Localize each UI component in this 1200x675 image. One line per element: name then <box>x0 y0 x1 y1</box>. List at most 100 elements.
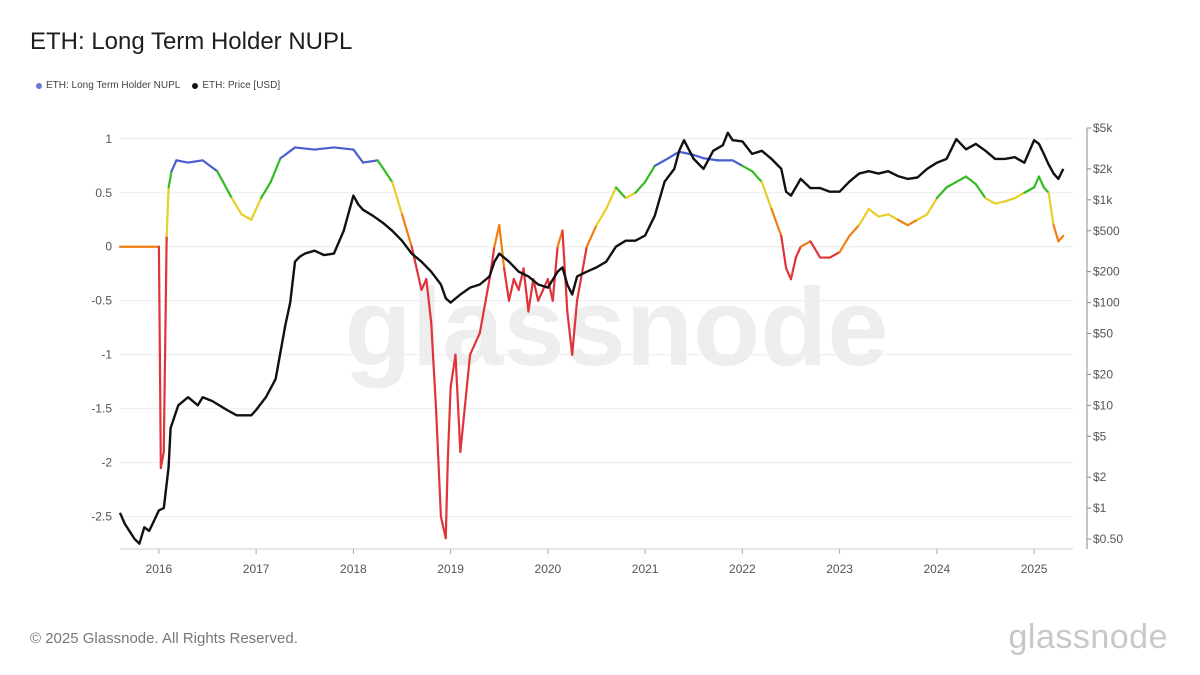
nupl-segment <box>454 353 462 453</box>
nupl-segment <box>444 461 449 540</box>
x-tick-label: 2017 <box>243 562 270 576</box>
nupl-segment <box>259 180 272 200</box>
nupl-segment <box>799 240 812 248</box>
nupl-segment <box>186 159 204 164</box>
nupl-segment <box>498 224 506 270</box>
nupl-segment <box>425 278 433 324</box>
nupl-segment <box>955 175 968 184</box>
right-tick-label: $200 <box>1093 265 1120 279</box>
nupl-segment <box>945 180 958 189</box>
nupl-segment <box>175 159 190 164</box>
x-tick-label: 2020 <box>535 562 562 576</box>
x-tick-label: 2024 <box>924 562 951 576</box>
nupl-segment <box>165 186 170 238</box>
right-tick-label: $10 <box>1093 398 1113 412</box>
nupl-segment <box>1042 186 1050 194</box>
nupl-segment <box>974 183 987 200</box>
nupl-segment <box>595 207 608 227</box>
nupl-segment <box>566 310 574 356</box>
price-line <box>118 131 1065 545</box>
nupl-segment <box>468 332 481 356</box>
nupl-segment <box>376 159 394 184</box>
nupl-segment <box>410 245 418 270</box>
nupl-segment <box>828 251 841 259</box>
nupl-segment <box>400 213 408 232</box>
nupl-segment <box>1023 186 1036 194</box>
nupl-segment <box>240 213 253 221</box>
nupl-segment <box>159 450 165 470</box>
left-tick-label: -2.5 <box>91 510 112 524</box>
nupl-segment <box>838 234 851 254</box>
nupl-segment <box>332 146 355 151</box>
nupl-segment <box>216 170 233 200</box>
right-tick-label: $1 <box>1093 501 1107 515</box>
nupl-segment <box>517 267 525 292</box>
nupl-segment <box>916 213 929 221</box>
nupl-segment <box>459 353 472 453</box>
nupl-segment <box>741 164 754 173</box>
nupl-segment <box>391 180 404 216</box>
nupl-segment <box>760 180 773 211</box>
nupl-segment <box>1047 191 1055 227</box>
nupl-segment <box>770 207 783 238</box>
nupl-segment <box>293 146 316 151</box>
watermark: glassnode <box>344 266 888 389</box>
x-tick-label: 2025 <box>1021 562 1048 576</box>
nupl-segment <box>532 278 540 302</box>
nupl-segment <box>571 299 579 356</box>
nupl-segment <box>269 157 282 184</box>
legend: ETH: Long Term Holder NUPL ETH: Price [U… <box>36 80 280 91</box>
nupl-segment <box>362 159 379 164</box>
left-tick-label: 0 <box>105 240 112 254</box>
nupl-segment <box>405 229 413 248</box>
nupl-segment <box>935 186 948 200</box>
nupl-segment <box>230 197 243 216</box>
nupl-segment <box>994 200 1007 205</box>
nupl-segment <box>867 207 880 218</box>
nupl-segment <box>605 186 618 211</box>
nupl-segment <box>809 240 822 259</box>
nupl-segment <box>848 224 861 238</box>
nupl-segment <box>561 229 569 313</box>
legend-label-price: ETH: Price [USD] <box>202 80 281 91</box>
nupl-segment <box>167 170 173 189</box>
legend-item-price[interactable]: ETH: Price [USD] <box>192 80 280 91</box>
x-tick-label: 2016 <box>146 562 173 576</box>
nupl-segment <box>984 197 997 205</box>
nupl-segment <box>585 224 598 248</box>
left-tick-label: 0.5 <box>95 186 112 200</box>
nupl-segment <box>896 218 909 227</box>
nupl-segment <box>780 234 788 270</box>
nupl-segment <box>926 197 938 216</box>
x-tick-label: 2023 <box>826 562 853 576</box>
nupl-segment <box>446 385 452 464</box>
right-tick-label: $50 <box>1093 327 1113 341</box>
legend-label-nupl: ETH: Long Term Holder NUPL <box>46 80 181 91</box>
x-tick-label: 2021 <box>632 562 659 576</box>
nupl-segment <box>731 159 744 167</box>
nupl-segment <box>546 278 554 302</box>
nupl-segment <box>434 407 443 518</box>
left-tick-label: 1 <box>105 132 112 146</box>
right-tick-label: $5 <box>1093 429 1107 443</box>
nupl-segment <box>887 213 900 221</box>
chart-title: ETH: Long Term Holder NUPL <box>30 28 353 55</box>
nupl-segment <box>964 175 977 186</box>
nupl-segment <box>478 278 491 335</box>
nupl-segment <box>313 146 336 151</box>
left-tick-label: -0.5 <box>91 294 112 308</box>
nupl-segment <box>663 150 681 162</box>
nupl-segment <box>750 170 763 184</box>
x-tick-label: 2022 <box>729 562 756 576</box>
right-tick-label: $2k <box>1093 162 1113 176</box>
nupl-segment <box>1013 191 1026 200</box>
nupl-segment <box>430 321 438 410</box>
nupl-segment <box>653 159 666 167</box>
nupl-segment <box>157 245 161 356</box>
legend-item-nupl[interactable]: ETH: Long Term Holder NUPL <box>36 80 180 91</box>
copyright-footer: © 2025 Glassnode. All Rights Reserved. <box>30 630 298 647</box>
nupl-segment <box>692 153 705 160</box>
nupl-segment <box>785 267 793 281</box>
nupl-segment <box>503 267 511 302</box>
